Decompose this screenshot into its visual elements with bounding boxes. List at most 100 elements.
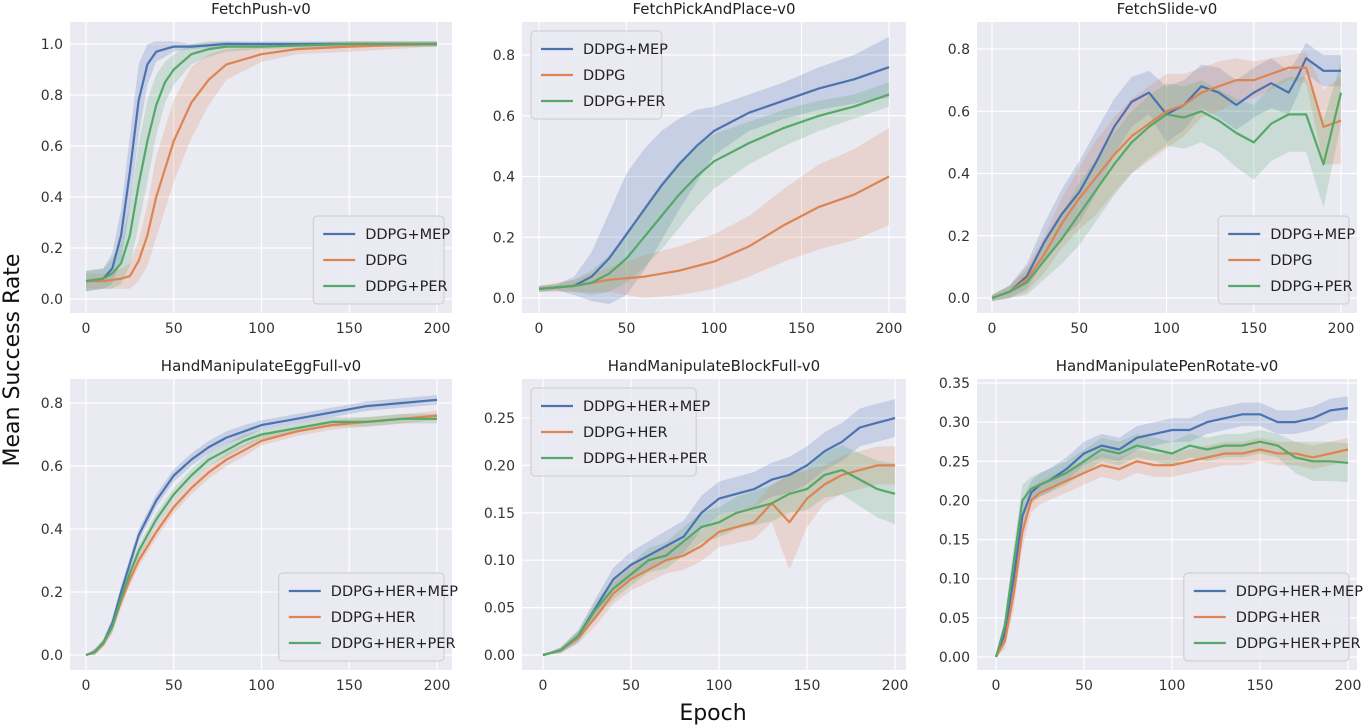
y-tick-label: 0.00: [484, 648, 515, 664]
legend: DDPG+HER+MEP DDPG+HER DDPG+HER+PER: [1183, 572, 1363, 662]
series-line: [86, 42, 438, 283]
y-tick-label: 0.25: [939, 454, 970, 470]
y-tick-label: 0.6: [41, 459, 63, 475]
x-tick-label: 200: [424, 678, 451, 694]
y-tick-label: 0.4: [41, 190, 63, 206]
x-tick-label: 100: [701, 321, 728, 337]
x-tick-label: 0: [82, 678, 91, 694]
series-line: [538, 93, 890, 290]
series-band: [86, 41, 437, 292]
x-tick-label: 150: [788, 321, 815, 337]
y-tick-label: 0.8: [948, 42, 970, 58]
y-tick-label: 0.25: [484, 411, 515, 427]
x-tick-label: 200: [1328, 321, 1355, 337]
x-tick-label: 100: [1153, 321, 1180, 337]
y-tick-label: 0.2: [948, 229, 970, 245]
legend-frame: [530, 30, 663, 120]
y-tick-label: 0.4: [493, 170, 515, 186]
x-tick-label: 200: [1335, 678, 1362, 694]
series-band: [996, 437, 1348, 657]
legend-entry: DDPG: [1270, 253, 1312, 269]
figure-xlabel: Epoch: [679, 701, 746, 726]
legend: DDPG+MEP DDPG DDPG+PER: [1217, 215, 1355, 305]
y-tick-label: 0.20: [484, 458, 515, 474]
series-line: [994, 440, 1349, 658]
y-tick-label: 0.4: [948, 167, 970, 183]
legend: DDPG+HER+MEP DDPG+HER DDPG+HER+PER: [530, 387, 710, 477]
y-tick-label: 0.4: [41, 522, 63, 538]
chart-panel: 0 50 100 150 200 0.0 0.2 0.4 0.6 0.8 FetchSlide-v0…: [948, 0, 1357, 337]
legend-frame: [312, 215, 445, 305]
series-band: [539, 82, 889, 295]
series-line: [542, 469, 896, 657]
chart-panel: 0 50 100 150 200 0.0 0.2 0.4 0.6 0.8 HandManipulat…: [41, 357, 458, 694]
y-tick-label: 0.0: [493, 291, 515, 307]
legend-entry: DDPG+PER: [1270, 279, 1352, 295]
legend-frame: [1183, 572, 1350, 662]
y-tick-label: 0.35: [939, 376, 970, 392]
y-tick-label: 0.30: [939, 415, 970, 431]
legend-entry: DDPG+HER+MEP: [583, 399, 710, 415]
x-tick-label: 150: [336, 321, 363, 337]
chart-panel: 0 50 100 150 200 0.0 0.2 0.4 0.6 0.8 1.0 FetchPush-…: [41, 0, 452, 337]
y-tick-label: 0.8: [493, 48, 515, 64]
x-tick-label: 200: [876, 321, 903, 337]
y-tick-label: 0.8: [41, 88, 63, 104]
x-tick-label: 150: [336, 678, 363, 694]
series-line: [995, 448, 1349, 658]
y-tick-label: 0.00: [939, 650, 970, 666]
y-tick-label: 0.2: [41, 585, 63, 601]
x-tick-label: 200: [424, 321, 451, 337]
series-band: [539, 127, 889, 299]
figure-ylabel: Mean Success Rate: [0, 254, 25, 467]
x-tick-label: 50: [165, 321, 183, 337]
legend-frame: [530, 387, 697, 477]
series-band: [539, 36, 889, 305]
y-tick-label: 0.05: [484, 601, 515, 617]
chart-panel: 0 50 100 150 200 0.0 0.2 0.4 0.6 0.8 FetchPickAndP…: [493, 0, 906, 337]
y-tick-label: 0.0: [41, 648, 63, 664]
chart-title: FetchPickAndPlace-v0: [632, 0, 795, 18]
y-tick-label: 0.2: [41, 241, 63, 257]
chart-title: HandManipulateBlockFull-v0: [608, 357, 820, 375]
x-tick-label: 150: [1247, 678, 1274, 694]
legend-entry: DDPG+HER+PER: [1236, 636, 1361, 652]
x-tick-label: 0: [992, 678, 1001, 694]
legend-entry: DDPG+HER: [331, 610, 416, 626]
series-line: [542, 464, 895, 657]
x-tick-label: 50: [618, 321, 636, 337]
x-tick-label: 100: [248, 321, 275, 337]
series-line: [991, 66, 1342, 300]
y-tick-label: 1.0: [41, 37, 63, 53]
series-line: [991, 92, 1343, 300]
series-band: [992, 61, 1341, 302]
legend-entry: DDPG+MEP: [365, 227, 450, 243]
y-tick-label: 0.05: [939, 611, 970, 627]
legend: DDPG+MEP DDPG DDPG+PER: [530, 30, 668, 120]
panels: 0 50 100 150 200 0.0 0.2 0.4 0.6 0.8 1.0 FetchPush-…: [41, 0, 1363, 694]
chart-panel: 0 50 100 150 200 0.00 0.05 0.10 0.15 0.20 0.25 Hand…: [484, 357, 909, 694]
series-band: [992, 42, 1341, 302]
x-tick-label: 100: [706, 678, 733, 694]
y-tick-label: 0.15: [484, 506, 515, 522]
y-tick-label: 0.20: [939, 493, 970, 509]
series-line: [85, 42, 437, 283]
legend: DDPG+HER+MEP DDPG+HER DDPG+HER+PER: [278, 572, 458, 662]
x-tick-label: 0: [539, 678, 548, 694]
legend-entry: DDPG: [365, 253, 407, 269]
x-tick-label: 100: [248, 678, 275, 694]
x-tick-label: 0: [535, 321, 544, 337]
legend-entry: DDPG+HER+PER: [331, 636, 456, 652]
x-tick-label: 50: [622, 678, 640, 694]
series-band: [543, 399, 895, 655]
y-tick-label: 0.0: [948, 291, 970, 307]
chart-title: FetchPush-v0: [211, 0, 311, 18]
y-tick-label: 0.8: [41, 396, 63, 412]
y-tick-label: 0.6: [493, 109, 515, 125]
y-tick-label: 0.2: [493, 230, 515, 246]
x-tick-label: 0: [988, 321, 997, 337]
legend-entry: DDPG+PER: [583, 94, 665, 110]
y-tick-label: 0.6: [41, 139, 63, 155]
legend-entry: DDPG+HER+MEP: [1236, 584, 1363, 600]
